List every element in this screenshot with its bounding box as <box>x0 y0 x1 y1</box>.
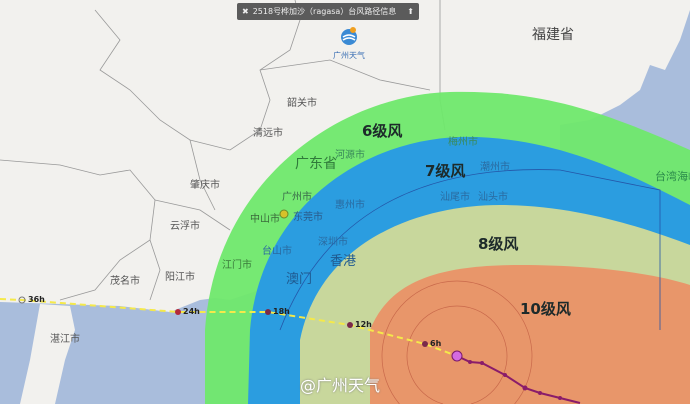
city-yunfu: 云浮市 <box>170 221 200 232</box>
city-taishan: 台山市 <box>262 246 292 257</box>
logo-icon <box>341 27 357 45</box>
city-shaoguan: 韶关市 <box>287 98 317 109</box>
past-track <box>456 355 581 404</box>
city-yangjiang: 阳江市 <box>165 272 195 283</box>
forecast-label-6h: 6h <box>430 339 442 348</box>
province-fujian: 福建省 <box>532 27 574 43</box>
boundaries <box>0 0 446 301</box>
city-maoming: 茂名市 <box>110 276 140 287</box>
wind-zone-7-label: 7级风 <box>425 162 466 180</box>
city-chaozhou: 潮州市 <box>480 162 510 173</box>
wind-zone-8-label: 8级风 <box>478 235 519 253</box>
city-huizhou: 惠州市 <box>335 200 365 211</box>
logo-text: 广州天气 <box>333 51 365 60</box>
forecast-label-12h: 12h <box>355 320 372 329</box>
forecast-point-6h[interactable] <box>422 341 428 347</box>
pin-icon[interactable]: ⬆ <box>407 7 414 16</box>
city-zhanjiang: 湛江市 <box>50 334 80 345</box>
forecast-point-36h[interactable] <box>18 296 26 304</box>
leizhou-peninsula <box>20 304 75 404</box>
guangzhou-marker-icon[interactable] <box>279 209 289 219</box>
wind-zone-6-label: 6级风 <box>362 122 403 140</box>
forecast-track <box>0 298 458 357</box>
title-text: 2518号桦加沙（ragasa）台风路径信息 <box>252 7 397 16</box>
typhoon-center-icon[interactable] <box>451 350 463 362</box>
wind-zone-10 <box>370 265 690 404</box>
forecast-label-36h: 36h <box>28 295 45 304</box>
taiwan-strait: 台湾海峡 <box>655 170 690 183</box>
city-hongkong: 香港 <box>330 254 357 269</box>
city-heyuan: 河源市 <box>335 150 365 161</box>
city-qingyuan: 清远市 <box>253 128 283 139</box>
city-zhaoqing: 肇庆市 <box>190 180 220 191</box>
range-ring-inner <box>406 305 508 404</box>
forecast-point-24h[interactable] <box>175 309 181 315</box>
logo: 广州天气 <box>331 26 367 61</box>
forecast-point-18h[interactable] <box>265 309 271 315</box>
city-shantou: 汕头市 <box>478 192 508 203</box>
past-track-points <box>468 360 562 400</box>
close-icon[interactable]: ✖ <box>242 7 249 16</box>
city-macau: 澳门 <box>286 272 313 287</box>
wind-zones <box>205 91 690 404</box>
forecast-label-18h: 18h <box>273 307 290 316</box>
city-meizhou: 梅州市 <box>448 137 478 148</box>
forecast-label-24h: 24h <box>183 307 200 316</box>
city-guangzhou: 广州市 <box>282 192 312 203</box>
wind-zone-10-label: 10级风 <box>520 300 571 318</box>
range-ring-outer <box>381 280 533 404</box>
city-dongguan: 东莞市 <box>293 212 323 223</box>
city-zhongshan: 中山市 <box>250 214 280 225</box>
forecast-point-12h[interactable] <box>347 322 353 328</box>
city-shanwei: 汕尾市 <box>440 192 470 203</box>
title-bar: ✖ 2518号桦加沙（ragasa）台风路径信息 ⬆ <box>237 3 419 20</box>
city-jiangmen: 江门市 <box>222 260 252 271</box>
province-guangdong: 广东省 <box>295 156 337 172</box>
city-shenzhen: 深圳市 <box>318 237 348 248</box>
watermark: @广州天气 <box>300 376 381 395</box>
